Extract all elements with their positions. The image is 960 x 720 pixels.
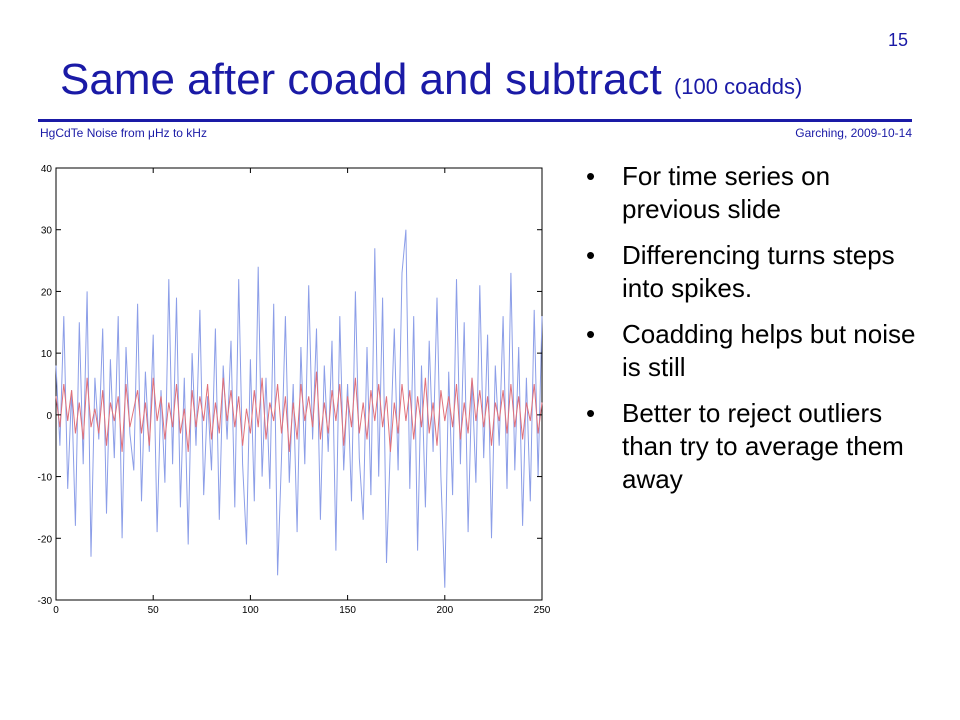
bullet-list: For time series on previous slide Differ… xyxy=(586,160,916,509)
x-tick-label: 250 xyxy=(534,605,551,616)
x-tick-label: 0 xyxy=(53,605,59,616)
y-tick-label: 0 xyxy=(46,411,52,422)
plot-area xyxy=(55,167,543,601)
y-tick-label: 40 xyxy=(41,164,53,175)
y-tick-label: -10 xyxy=(38,473,53,484)
footer-right: Garching, 2009-10-14 xyxy=(795,126,912,140)
y-tick-label: 30 xyxy=(41,226,53,237)
footer-left: HgCdTe Noise from μHz to kHz xyxy=(40,126,207,140)
x-tick-label: 150 xyxy=(339,605,356,616)
slide-title: Same after coadd and subtract (100 coadd… xyxy=(60,55,802,105)
y-tick-label: 10 xyxy=(41,349,53,360)
bullet-item: Better to reject outliers than try to av… xyxy=(586,397,916,496)
y-tick-label: -20 xyxy=(38,534,53,545)
x-tick-label: 50 xyxy=(148,605,160,616)
slide-title-suffix: (100 coadds) xyxy=(673,74,803,99)
y-tick-label: -30 xyxy=(38,596,53,607)
time-series-chart: -30 -20 -10 0 10 20 30 40 0 50 100 150 200 250 xyxy=(38,164,551,616)
series-line-1 xyxy=(55,229,543,588)
x-tick-label: 200 xyxy=(436,605,453,616)
bullet-item: Differencing turns steps into spikes. xyxy=(586,239,916,305)
bullet-item: Coadding helps but noise is still xyxy=(586,318,916,384)
y-tick-label: 20 xyxy=(41,287,53,298)
series-line-2 xyxy=(55,371,543,452)
slide-number: 15 xyxy=(888,30,909,50)
x-tick-label: 100 xyxy=(242,605,259,616)
slide-title-main: Same after coadd and subtract xyxy=(60,55,662,104)
title-rule xyxy=(38,119,912,122)
bullet-item: For time series on previous slide xyxy=(586,160,916,226)
